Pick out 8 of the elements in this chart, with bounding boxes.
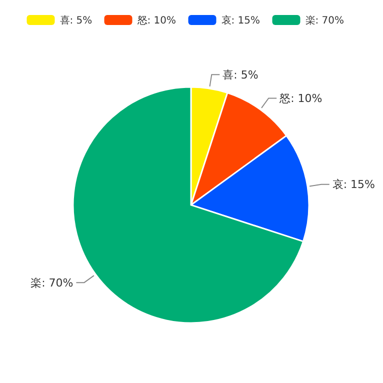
slice-label: 喜: 5% (222, 68, 258, 82)
slice-label: 怒: 10% (278, 92, 322, 106)
slice-label: 楽: 70% (30, 276, 74, 290)
legend-label: 哀: 15% (221, 14, 260, 26)
legend-label: 楽: 70% (305, 14, 344, 26)
legend-label: 喜: 5% (60, 14, 92, 26)
legend-label: 怒: 10% (136, 14, 176, 26)
slice-label: 哀: 15% (332, 178, 376, 192)
